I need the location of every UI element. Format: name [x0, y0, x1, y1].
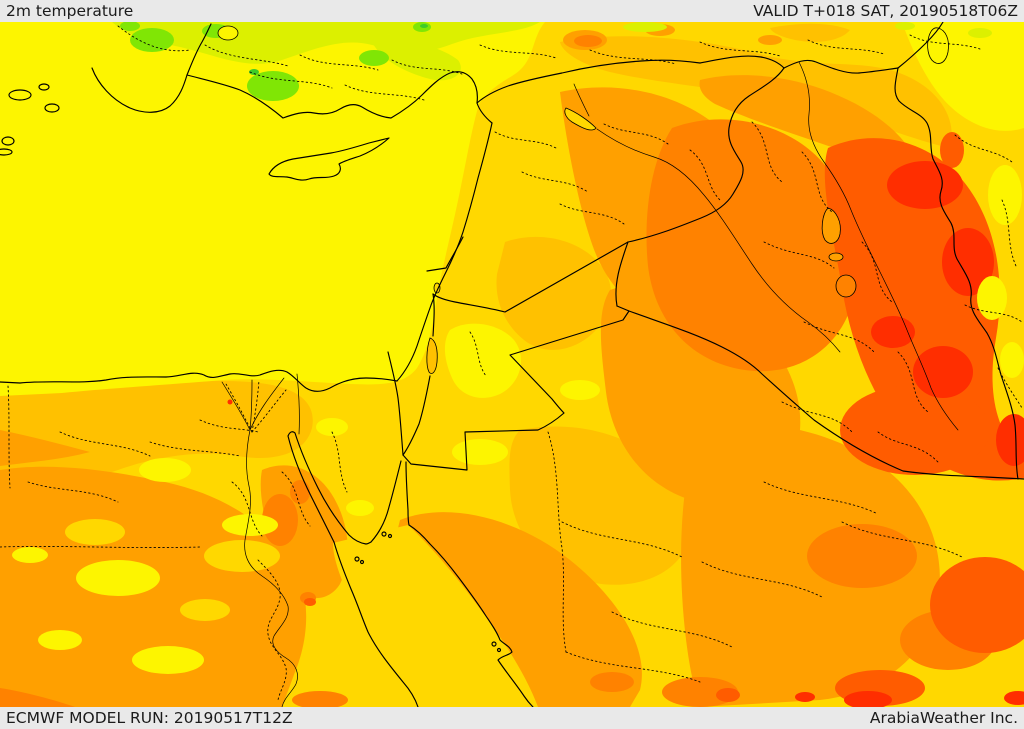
aegean-island: [0, 148, 13, 156]
lake-urmia: [927, 27, 949, 64]
field-red-layer: [227, 161, 1024, 707]
rivers-layer: [221, 61, 959, 707]
aegean-island: [44, 103, 60, 113]
turkey-west-coast: [91, 23, 212, 113]
dead-sea: [426, 337, 438, 374]
aegean-island: [1, 136, 15, 146]
jordan-saudi-border: [402, 305, 630, 471]
country-borders-layer: [0, 22, 1024, 707]
red-sea-islet: [359, 559, 365, 565]
field-deep-green-spots: [249, 24, 428, 75]
jordan-iraq-border: [615, 241, 629, 307]
suez-canal: [296, 373, 300, 435]
turkey-iraq-border: [783, 59, 899, 74]
red-sea-islet: [381, 531, 387, 537]
aegean-island: [8, 89, 32, 101]
egypt-mediterranean-coast: [0, 369, 398, 392]
temperature-map-svg: [0, 22, 1024, 707]
nile-delta-branch-west: [221, 381, 251, 431]
syria-jordan-border: [432, 241, 629, 313]
valid-time-label: VALID T+018 SAT, 20190518T06Z: [753, 2, 1018, 20]
model-run-label: ECMWF MODEL RUN: 20190517T12Z: [6, 709, 293, 727]
field-red-orange-layer: [304, 31, 1024, 707]
red-sea-east-coast: [408, 524, 534, 707]
gulf-of-suez-coast: [287, 431, 372, 545]
red-sea-islet: [491, 641, 497, 647]
red-sea-islet: [387, 533, 393, 539]
temperature-map: [0, 22, 1024, 707]
aegean-island: [38, 83, 50, 91]
map-title: 2m temperature: [6, 2, 134, 20]
lake-tuz: [217, 25, 239, 41]
lebanon-borders: [426, 236, 464, 272]
red-sea-islet: [354, 556, 360, 562]
red-sea-west-coast: [333, 541, 419, 707]
lake-tiberias: [433, 282, 441, 294]
israel-jordan-border: [402, 293, 435, 456]
syria-iraq-border: [627, 67, 785, 243]
euphrates-river: [573, 83, 841, 353]
lake-razzaza: [835, 274, 857, 298]
field-golden-patches: [65, 519, 538, 707]
iraq-iran-border: [894, 67, 1019, 480]
turkey-south-coast: [186, 71, 493, 124]
nile-delta-branch-mid: [249, 379, 253, 431]
nile-river: [244, 429, 298, 707]
title-bar: 2m temperature VALID T+018 SAT, 20190518…: [0, 0, 1024, 22]
lake-tharthar: [821, 207, 841, 244]
cyprus-coast: [268, 137, 390, 181]
tigris-river: [798, 61, 959, 431]
lake-habbaniyah: [828, 252, 844, 262]
lakes-layer: [217, 25, 949, 374]
turkey-syria-border: [476, 55, 785, 104]
turkey-iran-border: [897, 22, 944, 69]
gulf-of-aqaba-coast: [370, 460, 410, 543]
admin-boundaries-layer: [0, 25, 1023, 701]
israel-egypt-border: [387, 351, 404, 456]
field-yellow-layer: [0, 22, 1024, 674]
provider-label: ArabiaWeather Inc.: [869, 709, 1018, 727]
lake-assad: [564, 107, 597, 131]
red-sea-islet: [496, 647, 502, 653]
nile-delta-branch-east: [249, 377, 285, 431]
status-bar: ECMWF MODEL RUN: 20190517T12Z ArabiaWeat…: [0, 707, 1024, 729]
levant-coast: [396, 122, 493, 382]
saudi-iraq-border: [628, 310, 1024, 480]
